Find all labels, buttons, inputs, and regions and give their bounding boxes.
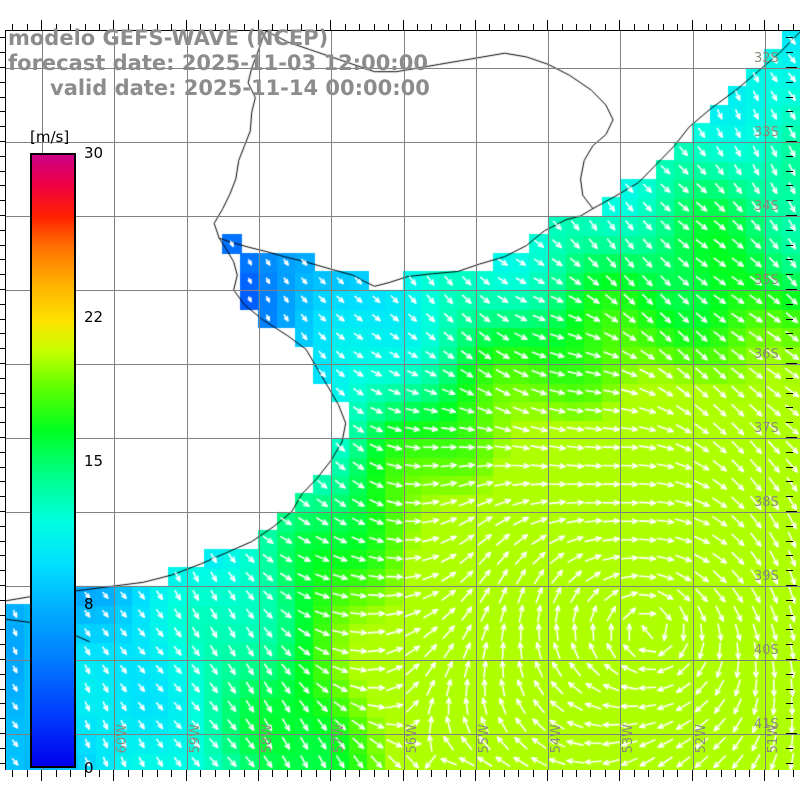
lat-label-34S: 34S xyxy=(754,199,779,214)
axis-tick xyxy=(721,770,722,777)
axis-tick xyxy=(157,770,158,777)
axis-tick xyxy=(417,770,418,777)
colorbar-tick-15: 15 xyxy=(84,451,104,470)
lat-label-41S: 41S xyxy=(754,717,779,732)
lat-label-40S: 40S xyxy=(754,643,779,658)
wind-direction-vectors xyxy=(6,31,800,770)
lat-label-38S: 38S xyxy=(754,495,779,510)
lat-label-36S: 36S xyxy=(754,347,779,362)
lat-label-37S: 37S xyxy=(754,421,779,436)
lon-label-52W: 52W xyxy=(693,724,709,754)
axis-tick xyxy=(388,770,389,777)
axis-tick xyxy=(518,770,519,777)
axis-tick xyxy=(330,770,331,781)
axis-tick xyxy=(70,770,71,777)
lon-label-57W: 57W xyxy=(332,724,348,754)
axis-tick xyxy=(446,770,447,777)
axis-tick xyxy=(533,770,534,777)
axis-tick xyxy=(374,770,375,777)
axis-tick xyxy=(215,770,216,777)
axis-tick xyxy=(272,770,273,777)
bottom-axis-ticks xyxy=(5,770,800,784)
axis-tick xyxy=(200,770,201,777)
top-axis-ticks xyxy=(5,17,800,31)
axis-tick xyxy=(460,770,461,777)
axis-tick xyxy=(735,770,736,777)
axis-tick xyxy=(113,770,114,781)
axis-tick xyxy=(287,770,288,777)
axis-tick xyxy=(359,770,360,777)
axis-tick xyxy=(504,770,505,777)
axis-tick xyxy=(576,770,577,777)
lon-label-58W: 58W xyxy=(259,724,275,754)
axis-tick xyxy=(41,770,42,781)
lon-label-56W: 56W xyxy=(404,724,420,754)
axis-tick xyxy=(99,770,100,777)
colorbar-tick-8: 8 xyxy=(84,595,94,613)
axis-tick xyxy=(316,770,317,777)
lon-label-53W: 53W xyxy=(621,724,637,754)
lat-label-39S: 39S xyxy=(754,569,779,584)
axis-tick xyxy=(677,770,678,777)
map-plot-area[interactable] xyxy=(5,30,800,770)
axis-tick xyxy=(475,770,476,781)
axis-tick xyxy=(706,770,707,777)
colorbar-tick-0: 0 xyxy=(84,759,94,777)
axis-tick xyxy=(244,770,245,777)
axis-tick xyxy=(590,770,591,777)
lat-label-32S: 32S xyxy=(754,51,779,66)
axis-tick xyxy=(764,770,765,781)
axis-tick xyxy=(692,770,693,781)
axis-tick xyxy=(749,770,750,777)
axis-tick xyxy=(605,770,606,777)
axis-tick xyxy=(663,770,664,777)
axis-tick xyxy=(619,770,620,781)
axis-tick xyxy=(648,770,649,777)
axis-tick xyxy=(301,770,302,777)
axis-tick xyxy=(634,770,635,777)
axis-tick xyxy=(403,770,404,781)
axis-tick xyxy=(12,770,13,777)
colorbar-units-label: [m/s] xyxy=(30,128,70,146)
lat-label-35S: 35S xyxy=(754,273,779,288)
axis-tick xyxy=(778,770,779,777)
axis-tick xyxy=(431,770,432,777)
axis-tick xyxy=(562,770,563,777)
axis-tick xyxy=(547,770,548,781)
axis-tick xyxy=(171,770,172,777)
lon-label-54W: 54W xyxy=(549,724,565,754)
lon-label-60W: 60W xyxy=(115,724,131,754)
colorbar-tick-30: 30 xyxy=(84,144,104,162)
axis-tick xyxy=(489,770,490,777)
lon-label-55W: 55W xyxy=(476,724,492,754)
axis-tick xyxy=(56,770,57,777)
axis-tick xyxy=(258,770,259,781)
lat-label-33S: 33S xyxy=(754,125,779,140)
axis-tick xyxy=(345,770,346,777)
axis-tick xyxy=(142,770,143,777)
lon-label-59W: 59W xyxy=(187,724,203,754)
axis-tick xyxy=(186,770,187,781)
axis-tick xyxy=(27,770,28,777)
axis-tick xyxy=(128,770,129,777)
colorbar-tick-22: 22 xyxy=(84,308,104,326)
axis-tick xyxy=(793,770,794,777)
colorbar-gradient xyxy=(30,153,76,768)
axis-tick xyxy=(229,770,230,777)
